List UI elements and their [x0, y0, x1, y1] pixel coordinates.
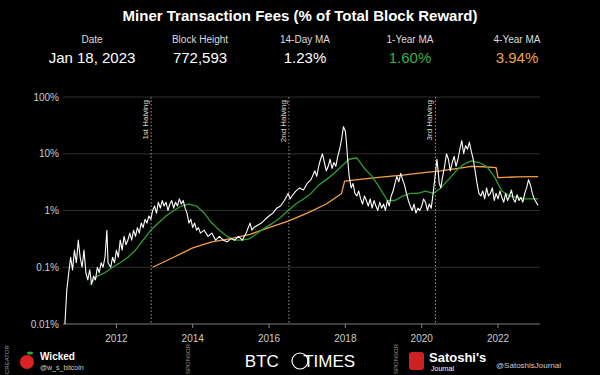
grid-line — [63, 97, 540, 98]
y-tick-label: 0.01% — [31, 319, 59, 330]
background — [0, 0, 600, 375]
credit-handle: @w_s_bitcoin — [40, 364, 84, 372]
halving-label: 1st Halving — [141, 100, 150, 140]
x-tick-label: 2020 — [411, 333, 434, 344]
x-tick — [498, 324, 499, 328]
stat-value: 3.94% — [496, 49, 539, 66]
title: Miner Transaction Fees (% of Total Block… — [123, 7, 478, 24]
credit-name: Wicked — [40, 351, 75, 362]
x-tick-label: 2018 — [334, 333, 357, 344]
credit-role: SPONSOR — [393, 343, 399, 374]
credit-role: CREATOR — [4, 345, 10, 374]
halving-label: 3rd Halving — [425, 100, 434, 140]
grid-line — [63, 210, 540, 211]
grid-line — [63, 267, 540, 268]
series-line — [90, 158, 538, 285]
stat-label: Block Height — [172, 34, 228, 45]
stat-value: 772,593 — [173, 49, 227, 66]
stat-label: Date — [81, 34, 103, 45]
x-tick — [192, 324, 193, 328]
x-tick — [269, 324, 270, 328]
stat-label: 14-Day MA — [280, 34, 330, 45]
series-line — [65, 127, 538, 324]
halving-line — [151, 97, 152, 324]
grid-line — [63, 153, 540, 154]
x-tick-label: 2022 — [487, 333, 510, 344]
x-tick-label: 2012 — [105, 333, 128, 344]
x-tick — [421, 324, 422, 328]
halving-label: 2nd Halving — [279, 100, 288, 142]
credit-role: SPONSOR — [185, 343, 191, 374]
credit-name: BTC TIMES — [245, 352, 355, 371]
grid-line — [63, 324, 540, 325]
x-axis — [63, 324, 540, 325]
credit-handle: @SatoshisJournal — [496, 361, 561, 370]
halving-line — [435, 97, 436, 324]
credit-name: Satoshi's — [429, 350, 486, 365]
series-group — [65, 127, 538, 324]
y-tick-label: 1% — [45, 205, 60, 216]
y-tick-label: 0.1% — [36, 262, 59, 273]
x-tick — [116, 324, 117, 328]
sponsor-icon — [409, 352, 424, 370]
series-line — [153, 166, 538, 267]
stat-label: 1-Year MA — [387, 34, 434, 45]
creator-icon — [20, 355, 34, 369]
x-tick — [345, 324, 346, 328]
stat-value: Jan 18, 2023 — [49, 49, 136, 66]
chart: Miner Transaction Fees (% of Total Block… — [0, 0, 600, 375]
stat-label: 4-Year MA — [494, 34, 541, 45]
stat-value: 1.23% — [284, 49, 327, 66]
stat-value: 1.60% — [389, 49, 432, 66]
creator-icon-leaf — [27, 352, 33, 355]
x-tick-label: 2014 — [182, 333, 205, 344]
y-tick-label: 100% — [33, 92, 59, 103]
x-tick-label: 2016 — [258, 333, 281, 344]
credit-subname: Journal — [431, 365, 454, 372]
y-tick-label: 10% — [39, 148, 59, 159]
